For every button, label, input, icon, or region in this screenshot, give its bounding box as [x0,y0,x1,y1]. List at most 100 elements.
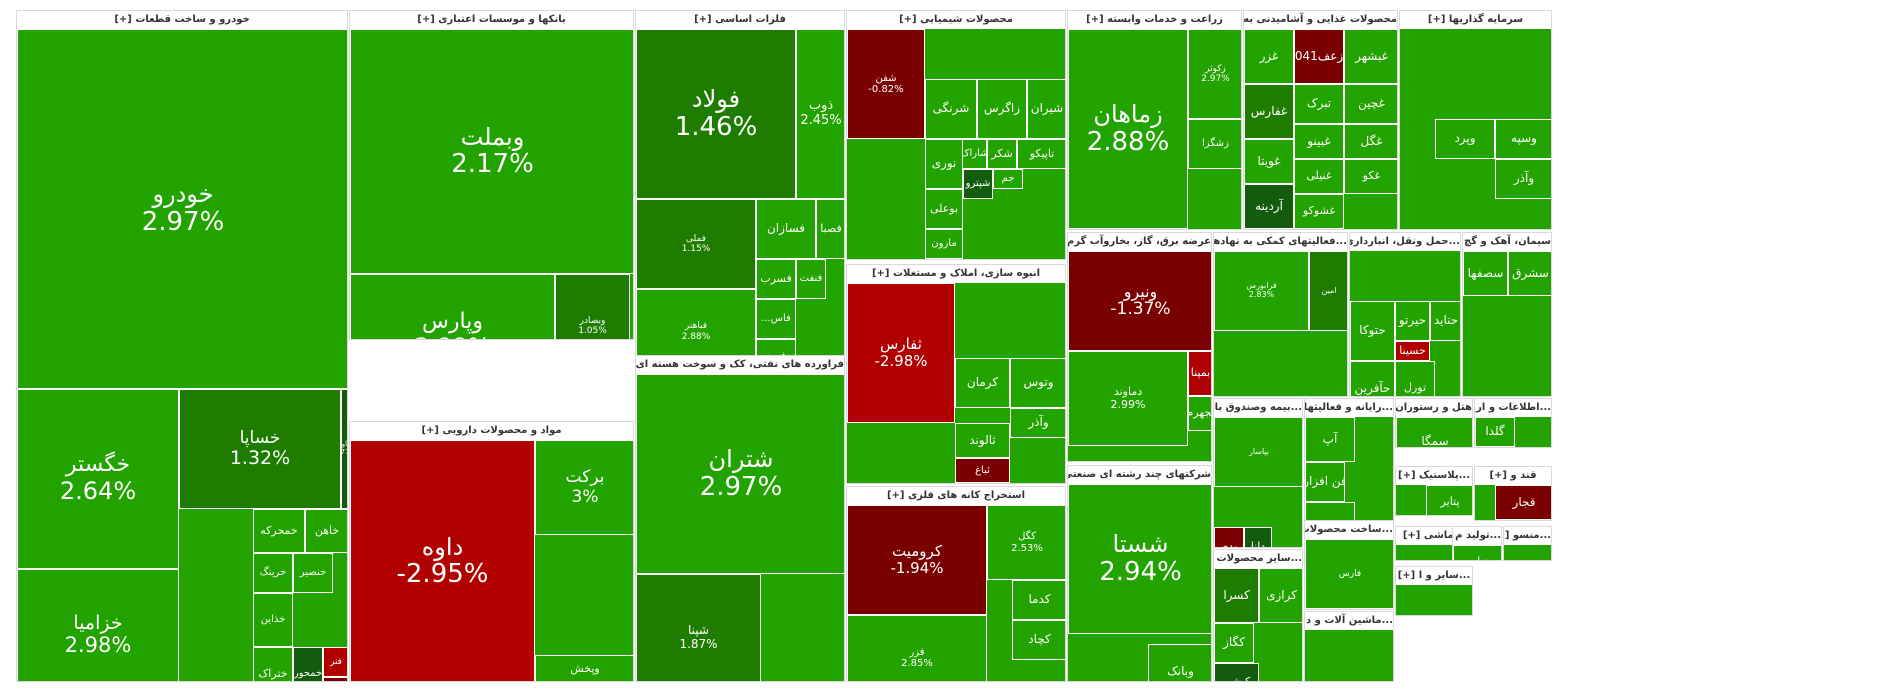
stock-tile[interactable]: کرمان [955,358,1010,408]
stock-tile[interactable]: فاس... [756,299,796,339]
stock-tile[interactable]: شپنا 1.87% [636,574,761,681]
stock-tile[interactable]: بپاسار [1214,417,1302,487]
sector-header[interactable]: ...سایر و ا [+] [1396,567,1472,585]
stock-tile[interactable]: ختراک [253,647,293,681]
stock-tile[interactable]: امین [1309,251,1347,331]
sector-header[interactable]: ...ماشین آلات و د [+] [1305,612,1393,630]
stock-tile[interactable]: فارس [1305,539,1393,609]
stock-tile[interactable]: کچاد [1012,620,1065,660]
stock-tile[interactable]: غبشهر [1344,29,1397,84]
stock-tile[interactable]: فنفت [796,259,826,299]
sector-header[interactable]: بانکها و موسسات اعتباری [+] [350,11,633,29]
stock-tile[interactable]: ثالوند [955,423,1010,458]
stock-tile[interactable]: پتایر [1426,485,1472,515]
stock-tile[interactable]: خساپا 1.32% [179,389,341,509]
stock-tile[interactable]: نوری [925,139,963,189]
sector-header[interactable]: محصولات شیمیایی [+] [847,11,1065,29]
stock-tile[interactable]: زماهان 2.88% [1068,29,1188,229]
stock-tile[interactable]: تیان [1453,545,1501,560]
stock-tile[interactable]: جم [993,169,1023,189]
stock-tile[interactable]: سشرق [1508,251,1551,296]
sector-header[interactable]: شرکتهای چند رشته ای صنعتی [+] [1068,466,1211,484]
stock-tile[interactable]: غنیلی [1294,159,1344,194]
stock-tile[interactable]: کدما [1012,580,1065,620]
stock-tile[interactable]: بمپنا [1188,351,1211,396]
stock-tile[interactable]: دانا [1244,527,1272,547]
stock-tile[interactable]: ودی [1214,527,1244,547]
stock-tile[interactable]: وآذر [1010,408,1065,438]
stock-tile[interactable]: های وب [1475,447,1520,448]
stock-tile[interactable]: تاپیکو [1017,139,1065,169]
stock-tile[interactable]: وپخش [535,655,633,681]
stock-tile[interactable]: کگل 2.53% [987,505,1065,580]
sector-header[interactable]: خودرو و ساخت قطعات [+] [17,11,347,29]
stock-tile[interactable]: وآذر [1495,159,1551,199]
stock-tile[interactable]: خگستر 2.64% [17,389,179,569]
stock-tile[interactable]: دماوند 2.99% [1068,351,1188,446]
sector-header[interactable]: ...منسو [+] [1504,527,1551,545]
stock-tile[interactable]: شاراک [962,139,987,169]
stock-tile[interactable]: وپارس2.99% [350,274,555,339]
sector-header[interactable]: ...رایانه و فعالیتها [+] [1305,399,1393,417]
stock-tile[interactable]: خنصیر [293,553,333,593]
stock-tile[interactable]: زاگرس [977,79,1027,139]
sector-header[interactable]: ...ساخت محصولات [+] [1305,521,1393,539]
stock-tile[interactable]: فن افزار [1305,462,1345,502]
stock-tile[interactable]: غکو [1344,159,1397,194]
sector-header[interactable]: انبوه سازی، املاک و مستغلات [+] [847,265,1065,283]
stock-tile[interactable]: کیشیر [1214,663,1259,681]
stock-tile[interactable]: ونیرو -1.37% [1068,251,1211,351]
stock-tile[interactable]: تورل [1395,361,1435,396]
sector-header[interactable]: استخراج کانه های فلزی [+] [847,487,1065,505]
stock-tile[interactable]: غگل [1344,124,1397,159]
stock-tile[interactable]: کگاز [1214,623,1254,663]
stock-tile[interactable]: بوعلی [925,189,963,229]
stock-tile[interactable]: برکت 3% [535,440,633,535]
stock-tile[interactable]: غویتا [1244,139,1294,184]
stock-tile[interactable]: غبینو [1294,124,1344,159]
stock-tile[interactable]: خرینگ [253,553,293,593]
stock-tile[interactable]: فباهنر 2.88% [636,289,756,359]
stock-tile[interactable]: فملی 1.15% [636,199,756,289]
stock-tile[interactable]: سمگا [1396,417,1472,447]
stock-tile[interactable]: زعف041 [1294,29,1344,84]
stock-tile[interactable]: وبانک [1148,644,1211,681]
stock-tile[interactable]: حسینا [1395,341,1430,361]
stock-tile[interactable]: قجار [1495,485,1551,520]
stock-tile[interactable]: غزر [1244,29,1294,84]
stock-tile[interactable]: خمحور [293,647,323,681]
stock-tile[interactable]: فسازان [756,199,816,259]
stock-tile[interactable]: فزر 2.85% [847,615,987,681]
stock-tile[interactable]: وتوس [1010,358,1065,408]
stock-tile[interactable]: زکوثر 2.97% [1188,29,1241,119]
sector-header[interactable]: ...فعالیتهای کمکی به نهادهای ما [+] [1214,233,1347,251]
stock-tile[interactable]: وبصادر 1.05% [555,274,630,339]
stock-tile[interactable]: فولاد 1.46% [636,29,796,199]
stock-tile[interactable]: اسیا [1520,447,1552,448]
sector-header[interactable]: سیمان، آهک و گچ [+] [1463,233,1551,251]
sector-header[interactable]: ...حمل ونقل، انبارداری و ار [+] [1350,233,1460,251]
stock-tile[interactable]: وپرد [1435,119,1495,159]
stock-tile[interactable]: شستا 2.94% [1068,484,1211,634]
sector-header[interactable]: ...سایر محصولات کا [+] [1214,550,1302,568]
stock-tile[interactable]: خمحرکه [253,509,305,553]
stock-tile[interactable]: وبملت 2.17% [350,29,633,274]
stock-tile[interactable]: شتران 2.97% [636,374,844,574]
sector-header[interactable]: فلزات اساسی [+] [636,11,844,29]
stock-tile[interactable]: شفن -0.82% [847,29,925,139]
stock-tile[interactable]: فرود [756,339,796,359]
stock-tile[interactable]: آردینه [1244,184,1294,229]
stock-tile[interactable]: ثفارس -2.98% [847,283,955,423]
stock-tile[interactable]: مارون [925,229,963,259]
sector-header[interactable]: ...بیمه وصندوق بازن [+] [1214,399,1302,417]
stock-tile[interactable]: حآفرین [1350,361,1395,396]
stock-tile[interactable]: بجهرم [1188,396,1211,431]
stock-tile[interactable]: غچین [1344,84,1397,124]
stock-tile[interactable]: وسپه [1495,119,1551,159]
sector-header[interactable]: هتل و رستوران [+] [1396,399,1472,417]
sector-header[interactable]: مواد و محصولات دارویی [+] [350,422,633,440]
stock-tile[interactable]: زشگزا [1188,119,1241,169]
stock-tile[interactable]: حیرتو [1395,301,1430,341]
stock-tile[interactable]: کسرا [1214,568,1259,623]
sector-header[interactable]: قند و [+] [1475,467,1551,485]
